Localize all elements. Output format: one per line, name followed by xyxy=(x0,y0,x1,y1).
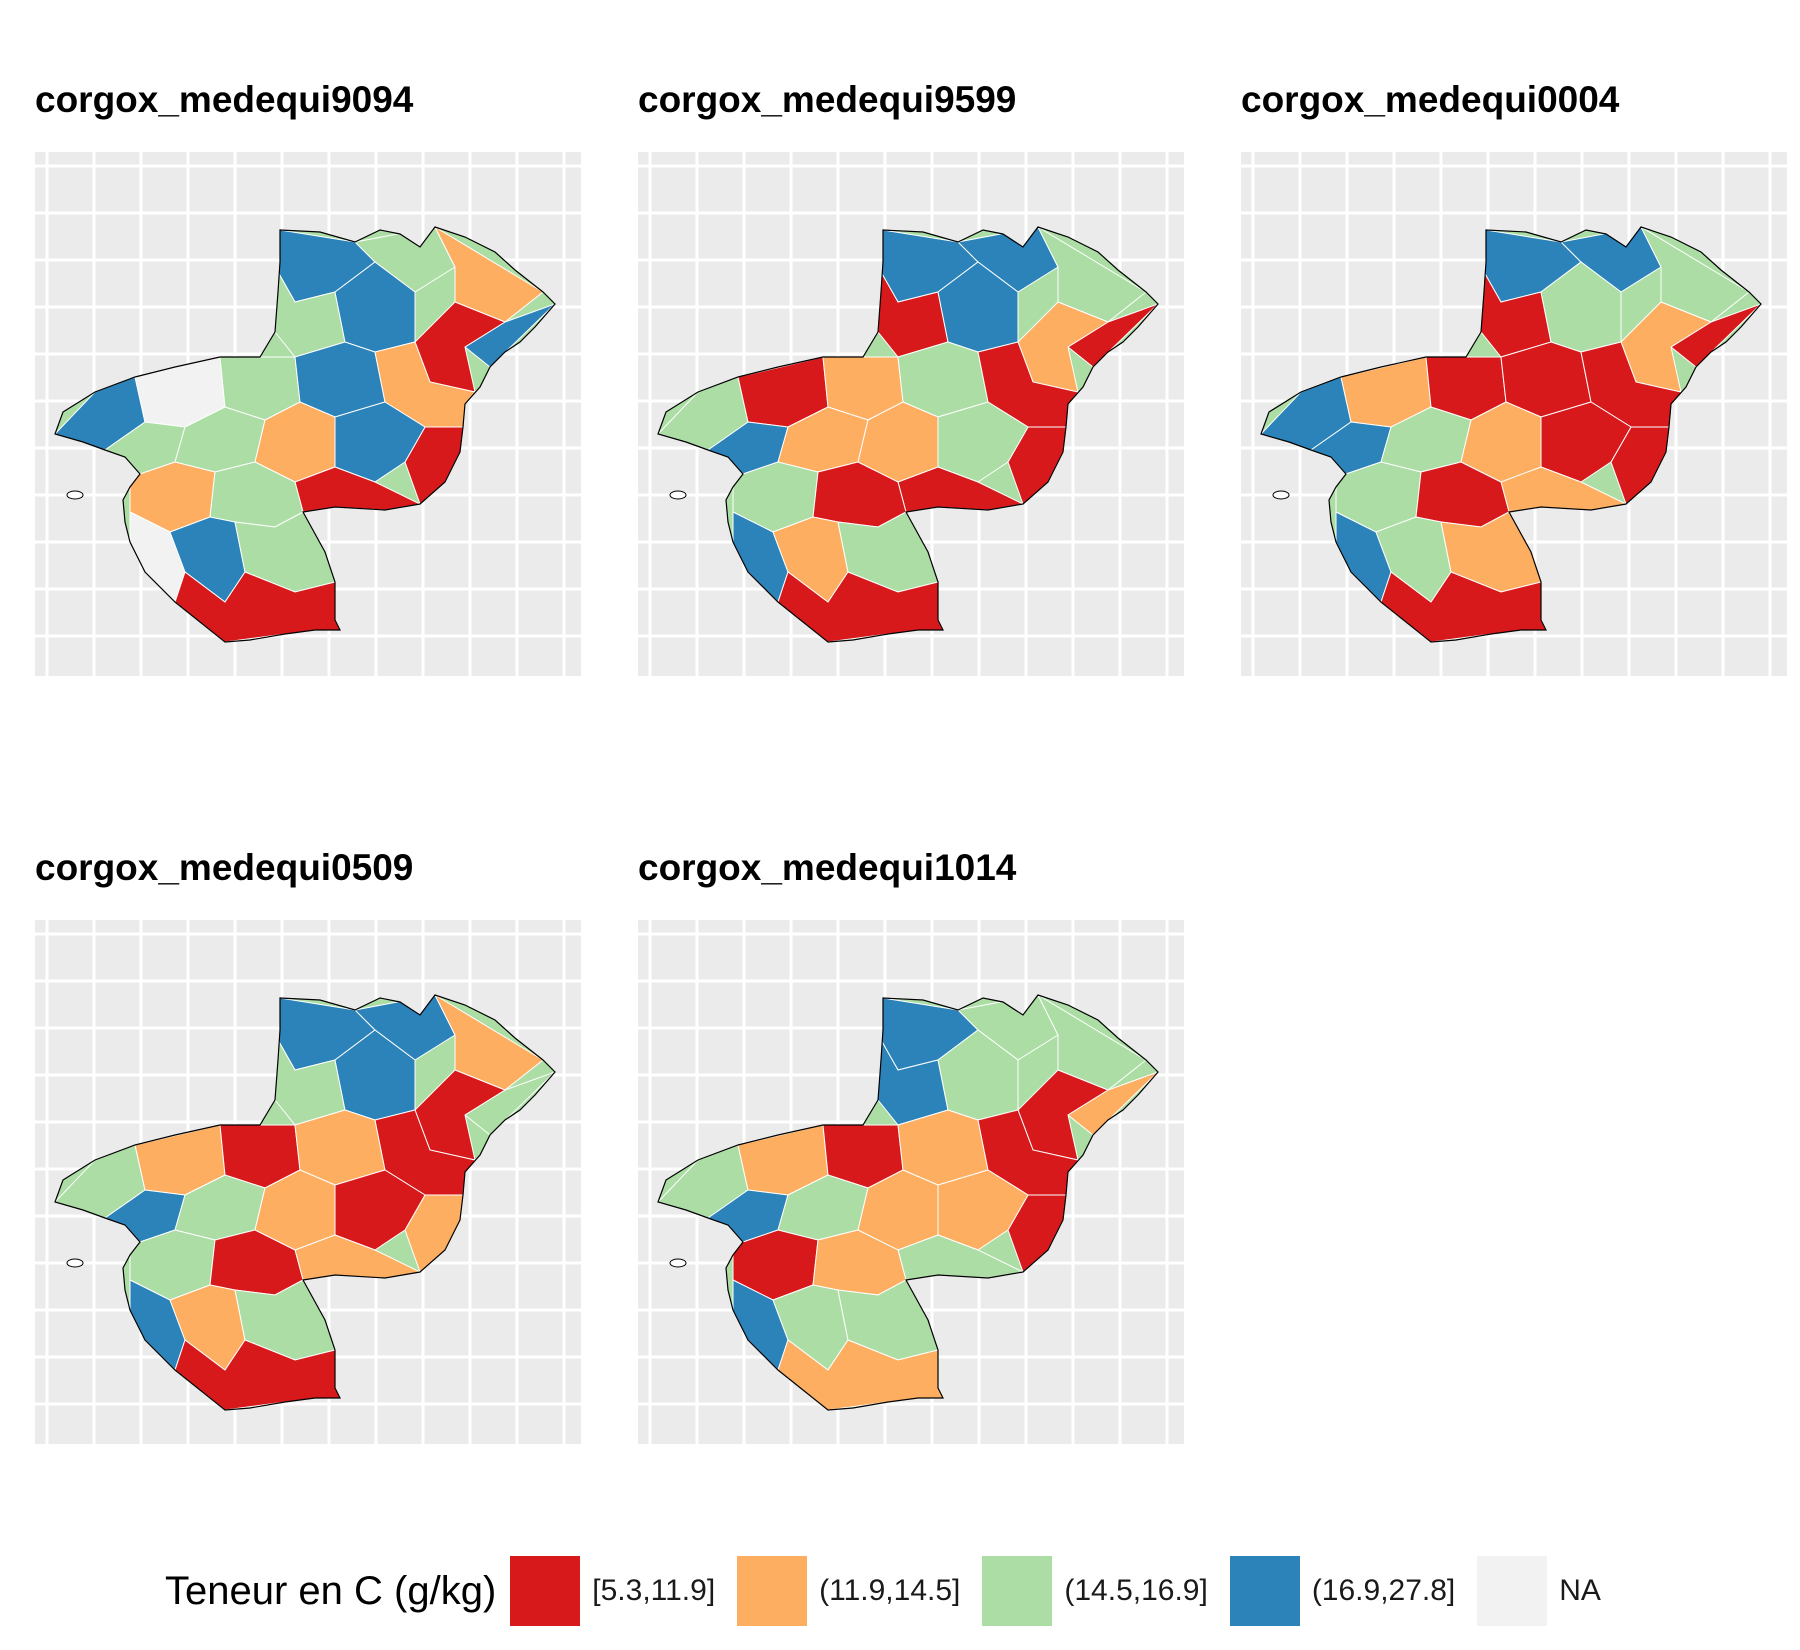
panel-title: corgox_medequi1014 xyxy=(638,847,1017,888)
choropleth-map xyxy=(1241,152,1787,676)
legend-swatch xyxy=(982,1556,1053,1626)
region-outline xyxy=(54,226,556,643)
island xyxy=(1272,490,1290,500)
legend-item-class-3: (14.5,16.9] xyxy=(982,1556,1208,1626)
panel-title: corgox_medequi9094 xyxy=(35,79,414,120)
panel-title: corgox_medequi0509 xyxy=(35,847,414,888)
choropleth-map xyxy=(638,920,1184,1444)
legend-label: NA xyxy=(1559,1574,1601,1607)
legend-label: (16.9,27.8] xyxy=(1311,1574,1456,1607)
legend-swatch xyxy=(1477,1556,1548,1626)
region-outline xyxy=(657,226,1159,643)
zone xyxy=(777,571,944,642)
legend-swatch xyxy=(1229,1556,1300,1626)
choropleth-map xyxy=(638,152,1184,676)
legend-swatch xyxy=(510,1556,581,1626)
legend-label: (11.9,14.5] xyxy=(819,1574,961,1607)
zone xyxy=(1380,571,1547,642)
zone-group xyxy=(55,995,555,1410)
legend-item-class-1: [5.3,11.9] xyxy=(510,1556,715,1626)
island xyxy=(669,490,687,500)
island xyxy=(66,1258,84,1268)
choropleth-map xyxy=(35,920,581,1444)
legend-item-na: NA xyxy=(1477,1556,1601,1626)
legend-item-class-2: (11.9,14.5] xyxy=(737,1556,960,1626)
island xyxy=(66,490,84,500)
region-outline xyxy=(657,994,1159,1411)
legend-item-class-4: (16.9,27.8] xyxy=(1229,1556,1456,1626)
legend-label: (14.5,16.9] xyxy=(1064,1574,1208,1607)
zone xyxy=(174,1339,341,1410)
region-outline xyxy=(54,994,556,1411)
legend-label: [5.3,11.9] xyxy=(592,1574,716,1607)
panel-title: corgox_medequi0004 xyxy=(1241,79,1620,120)
zone xyxy=(777,1339,944,1410)
zone-group xyxy=(1261,227,1761,642)
choropleth-map xyxy=(35,152,581,676)
zone xyxy=(174,571,341,642)
island xyxy=(669,1258,687,1268)
zone-group xyxy=(55,227,555,642)
zone-group xyxy=(658,227,1158,642)
region-outline xyxy=(1260,226,1762,643)
legend-title: Teneur en C (g/kg) xyxy=(165,1568,497,1613)
panel-title: corgox_medequi9599 xyxy=(638,79,1017,120)
legend-swatch xyxy=(737,1556,808,1626)
legend: Teneur en C (g/kg) [5.3,11.9] (11.9,14.5… xyxy=(165,1555,1623,1627)
